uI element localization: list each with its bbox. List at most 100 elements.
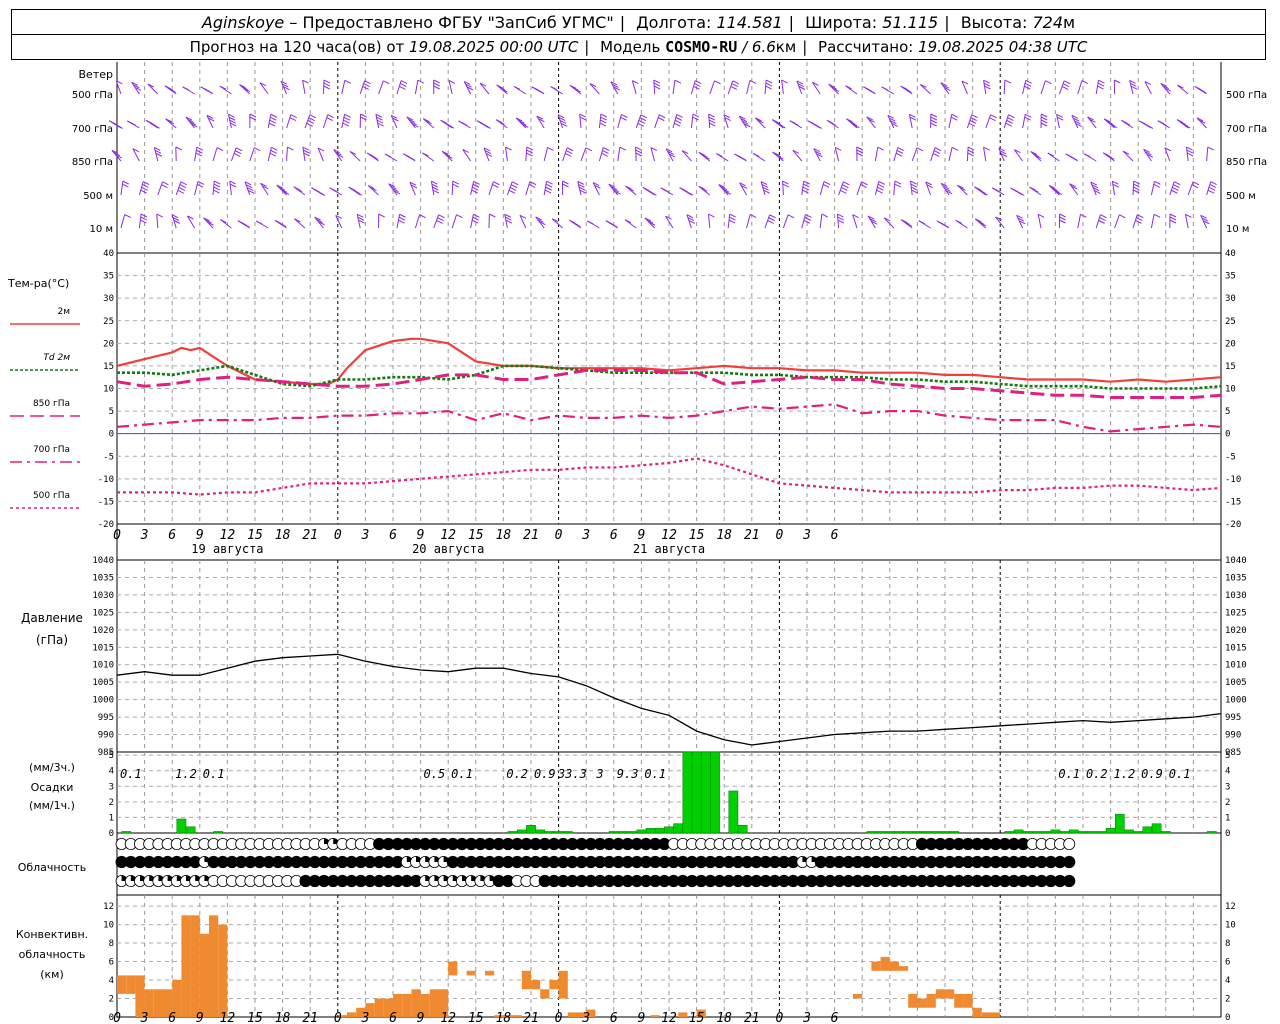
wind-barb [138, 181, 144, 196]
wind-barb-feather [1164, 147, 1172, 152]
wind-barb [760, 181, 766, 196]
wind-barb-feather [195, 152, 203, 157]
wind-barb-feather [708, 116, 716, 121]
temp-ytick-right: -5 [1225, 452, 1236, 462]
wind-barb-feather [608, 183, 616, 188]
wind-barb [887, 115, 895, 129]
wind-barb-feather [489, 213, 496, 218]
wind-barb-feather [846, 118, 853, 123]
model-resolution-unit: км [775, 38, 797, 56]
wind-barb-feather [316, 218, 323, 223]
wind-barb [1071, 115, 1079, 129]
conv-hour-tick-label: 9 [196, 1011, 204, 1024]
wind-barb-feather [140, 189, 147, 194]
wind-barb [175, 181, 182, 196]
wind-barb-feather [975, 218, 982, 223]
wind-barb-feather [417, 79, 425, 84]
header-dash: – [289, 13, 298, 32]
wind-barb [557, 114, 564, 129]
wind-barb-feather [1098, 219, 1105, 224]
wind-barb-feather [620, 116, 627, 121]
wind-barb-feather [1145, 151, 1152, 156]
precip-ytick-right: 2 [1225, 798, 1230, 808]
precip-3h-label: 0.1 [1058, 767, 1080, 781]
wind-barb-feather [197, 183, 204, 188]
wind-barb-feather [519, 214, 527, 219]
wind-barb-feather [444, 152, 451, 157]
wind-barb-feather [175, 146, 183, 151]
wind-barb-feather [743, 123, 751, 128]
wind-barb [856, 181, 863, 196]
precip-bar [710, 751, 720, 834]
wind-barb-feather [447, 124, 455, 129]
wind-barb [488, 181, 494, 196]
wind-barb [304, 114, 311, 129]
wind-barb-feather [246, 187, 254, 191]
wind-barb-feather [437, 217, 444, 222]
precip-bar [1041, 831, 1052, 834]
pressure-ytick-left: 1000 [92, 696, 114, 706]
station-name: Aginskoye [201, 13, 285, 32]
wind-barb-feather [323, 79, 331, 84]
wind-barb-feather [260, 182, 267, 187]
conv-hour-tick-label: 6 [831, 1011, 839, 1024]
wind-barb-feather [189, 121, 196, 126]
wind-barb [194, 147, 198, 162]
wind-barb-feather [687, 217, 695, 222]
temp-legend-label: 700 гПа [33, 445, 70, 455]
wind-barb-feather [205, 219, 212, 224]
hour-tick-label: 6 [168, 528, 176, 543]
wind-barb [1003, 114, 1009, 129]
wind-barb-feather [612, 188, 619, 193]
pressure-ytick-left: 1030 [92, 591, 114, 601]
precip-ytick-left: 4 [109, 767, 114, 777]
wind-barb [506, 181, 513, 196]
wind-barb-feather [203, 217, 210, 222]
conv-ytick-left: 2 [109, 995, 114, 1005]
wind-barb-feather [205, 89, 213, 94]
wind-barb-feather [1186, 149, 1194, 154]
wind-barb-feather [196, 149, 203, 154]
wind-barb [422, 118, 435, 129]
wind-barb-feather [692, 116, 699, 121]
wind-barb-feather [522, 123, 529, 128]
wind-barb-feather [517, 119, 525, 124]
wind-barb-feather [635, 149, 642, 154]
precip-bar [1096, 831, 1107, 834]
wind-barb [654, 114, 660, 129]
conv-ytick-left: 8 [109, 939, 114, 949]
wind-barb-feather [579, 189, 587, 194]
temperature-panel: -20 -20 -15 -15 -10 -10 -5 -5 0 0 5 5 10 10 15 15 20 20 25… [7, 249, 1241, 556]
wind-barb-feather [724, 190, 732, 195]
wind-barb [1144, 81, 1152, 95]
wind-barb-feather [1056, 116, 1064, 121]
wind-barb [260, 183, 269, 196]
wind-barb-feather [113, 152, 121, 157]
wind-barb-feather [731, 83, 739, 88]
hour-tick-label: 21 [523, 528, 539, 543]
wind-barb-feather [282, 83, 289, 88]
wind-barb [341, 114, 346, 129]
wind-barb-feather [529, 181, 537, 186]
precip-bar [553, 831, 564, 834]
wind-barb-feather [990, 114, 997, 119]
wind-barb-feather [1129, 79, 1136, 84]
wind-barb-feather [344, 113, 351, 118]
wind-barb-feather [562, 183, 569, 188]
wind-barb [504, 214, 508, 229]
wind-barb [470, 181, 475, 196]
wind-barb [212, 147, 218, 162]
wind-barb-feather [1146, 125, 1154, 129]
wind-barb-feather [720, 186, 728, 191]
precip-3h-label: 0.2 [506, 767, 528, 781]
wind-barb-feather [1098, 79, 1105, 84]
wind-barb-feather [674, 122, 681, 127]
wind-barb [1196, 117, 1207, 129]
wind-barb-feather [802, 186, 810, 191]
wind-barb-feather [498, 120, 505, 125]
wind-barb [838, 181, 844, 196]
precip-title: Осадки [31, 781, 74, 794]
wind-barb-feather [388, 183, 395, 188]
wind-barb [1164, 147, 1171, 162]
precip-bar [673, 823, 684, 834]
